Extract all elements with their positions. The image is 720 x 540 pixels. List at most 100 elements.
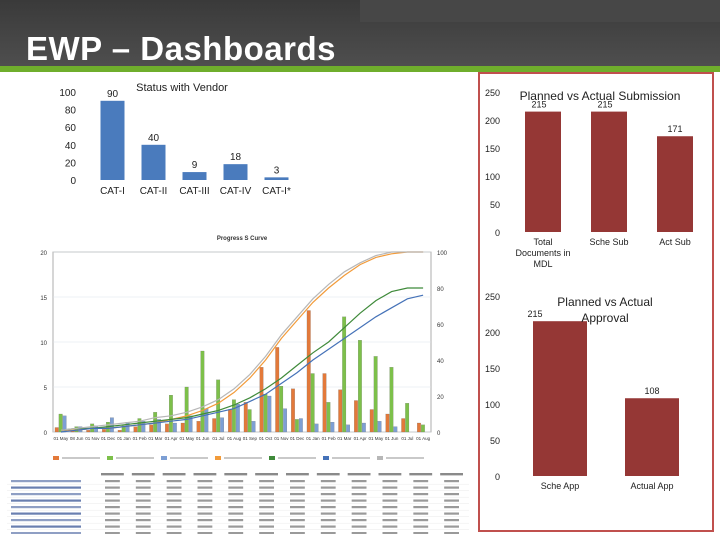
table-row-label	[11, 499, 81, 502]
table-cell	[105, 506, 120, 509]
table-cell	[135, 519, 151, 522]
table-cell	[166, 499, 182, 502]
data-label: 40	[148, 133, 160, 144]
x-tick-label: CAT-IV	[220, 186, 252, 197]
bar	[149, 424, 154, 433]
table-cell	[320, 499, 336, 502]
bar	[74, 426, 79, 433]
series-line	[60, 287, 424, 431]
bar	[267, 395, 272, 433]
bar	[117, 430, 122, 433]
y-tick-label: 100	[485, 400, 500, 410]
bar	[342, 316, 347, 433]
table-cell	[413, 493, 429, 496]
bar	[196, 421, 201, 433]
y-tick-label: 100	[485, 172, 500, 182]
bar	[417, 422, 421, 433]
table-cell	[444, 519, 459, 522]
x-tick-label: Sche App	[541, 481, 580, 491]
data-label: 9	[192, 160, 198, 171]
bar	[405, 403, 410, 433]
table-cell	[135, 499, 151, 502]
table-cell	[351, 499, 367, 502]
table-cell	[228, 480, 244, 483]
table-header-cell	[193, 473, 217, 476]
y-tick-label: 150	[485, 144, 500, 154]
y2-tick-label: 100	[437, 251, 448, 257]
table-cell	[444, 506, 459, 509]
legend-swatch	[215, 456, 221, 460]
table-cell	[413, 512, 429, 515]
table-cell	[228, 486, 244, 489]
table-cell	[105, 512, 120, 515]
y-tick-label: 150	[485, 364, 500, 374]
legend-swatch	[53, 456, 59, 460]
chart-title: Status with Vendor	[136, 82, 228, 94]
data-label: 215	[531, 100, 546, 110]
table-cell	[135, 480, 151, 483]
table-cell	[166, 480, 182, 483]
table-cell	[135, 532, 151, 534]
table-cell	[320, 525, 336, 528]
table-header-cell	[378, 473, 402, 476]
page-title: EWP – Dashboards	[26, 30, 336, 67]
progress-data-table	[7, 470, 469, 534]
table-cell	[351, 519, 367, 522]
table-cell	[197, 506, 213, 509]
x-tick-label: Sche Sub	[589, 237, 628, 247]
y-tick-label: 20	[65, 158, 77, 169]
legend-swatch	[377, 456, 383, 460]
bar	[259, 367, 264, 433]
bar	[310, 373, 315, 433]
table-cell	[259, 480, 274, 483]
y-tick-label: 60	[65, 123, 77, 134]
table-cell	[197, 499, 213, 502]
x-tick-label: 01 Jul	[401, 436, 413, 441]
table-cell	[382, 480, 398, 483]
table-cell	[135, 493, 151, 496]
table-cell	[351, 486, 367, 489]
bar	[389, 367, 394, 433]
x-tick-label: 01 May	[368, 436, 384, 441]
bar	[204, 408, 209, 433]
bar	[216, 379, 221, 433]
table-cell	[290, 486, 305, 489]
table-cell	[444, 512, 459, 515]
chart-title: Planned vs Actual	[557, 295, 652, 309]
legend-swatch	[107, 456, 113, 460]
table-cell	[444, 525, 459, 528]
x-tick-label: 01 Jun	[196, 436, 210, 441]
data-label: 90	[107, 89, 119, 100]
table-cell	[444, 493, 459, 496]
y-tick-label: 0	[495, 228, 500, 238]
bar	[141, 421, 146, 433]
bar	[354, 400, 358, 433]
table-header-cell	[101, 473, 124, 476]
bar	[306, 310, 311, 433]
header-strip	[360, 0, 720, 22]
table-cell	[413, 499, 429, 502]
table-cell	[135, 506, 151, 509]
table-cell	[228, 506, 244, 509]
data-label: 215	[597, 100, 612, 110]
y-tick-label: 250	[485, 88, 500, 98]
x-tick-label: CAT-I	[100, 186, 125, 197]
bar	[235, 404, 240, 433]
bar	[184, 386, 189, 433]
bar	[220, 417, 224, 433]
table-cell	[166, 532, 182, 534]
y-tick-label: 10	[40, 341, 47, 347]
table-row-label	[11, 525, 81, 528]
bar	[525, 111, 561, 232]
x-tick-label: 01 Jul	[212, 436, 224, 441]
bar	[657, 136, 693, 232]
table-cell	[105, 486, 120, 489]
bar	[125, 422, 130, 433]
bar	[200, 350, 205, 433]
legend-swatch	[323, 456, 329, 460]
bar	[361, 422, 366, 433]
table-cell	[413, 532, 429, 534]
y-tick-label: 200	[485, 116, 500, 126]
bar	[100, 100, 125, 180]
table-cell	[351, 532, 367, 534]
